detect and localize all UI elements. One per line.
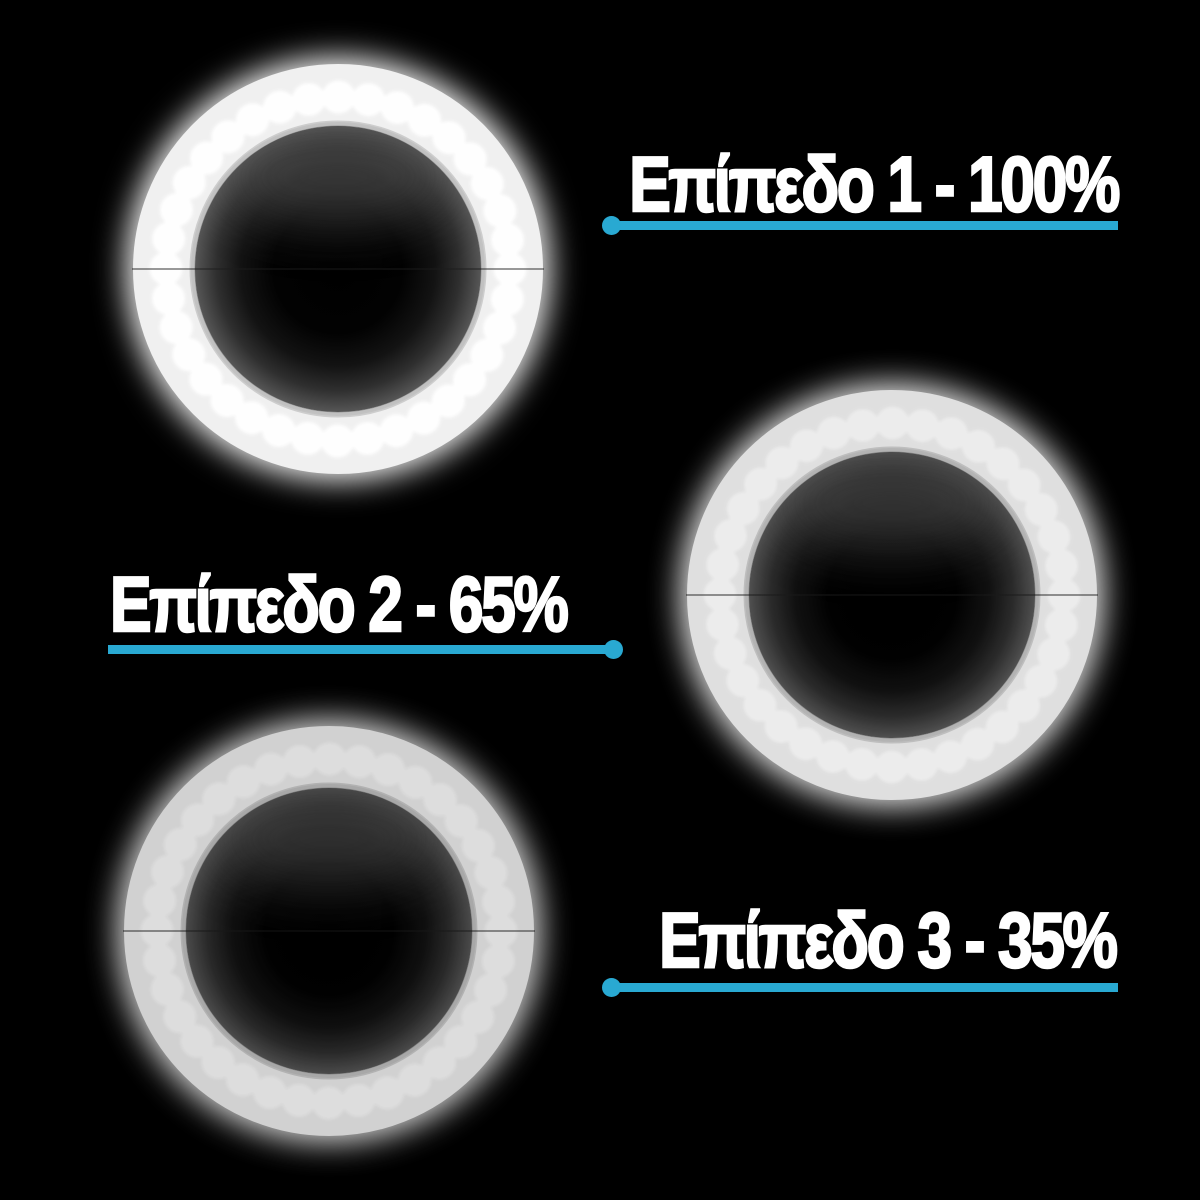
level-1-leader-line: [602, 216, 1118, 235]
level-2-leader-line: [108, 640, 623, 659]
ring-light-level-3: [123, 755, 535, 1107]
level-3-label: Επίπεδο 3 - 35%: [659, 896, 1120, 984]
level-1-leader-dot-icon: [602, 216, 621, 235]
level-2-label: Επίπεδο 2 - 65%: [109, 560, 570, 648]
level-1-label: Επίπεδο 1 - 100%: [628, 140, 1121, 228]
level-3-leader-dot-icon: [602, 978, 621, 997]
level-3-leader-line: [602, 978, 1118, 997]
ring-light-level-2: [686, 419, 1098, 771]
ring-light-level-1: [132, 93, 544, 445]
level-2-leader-dot-icon: [604, 640, 623, 659]
